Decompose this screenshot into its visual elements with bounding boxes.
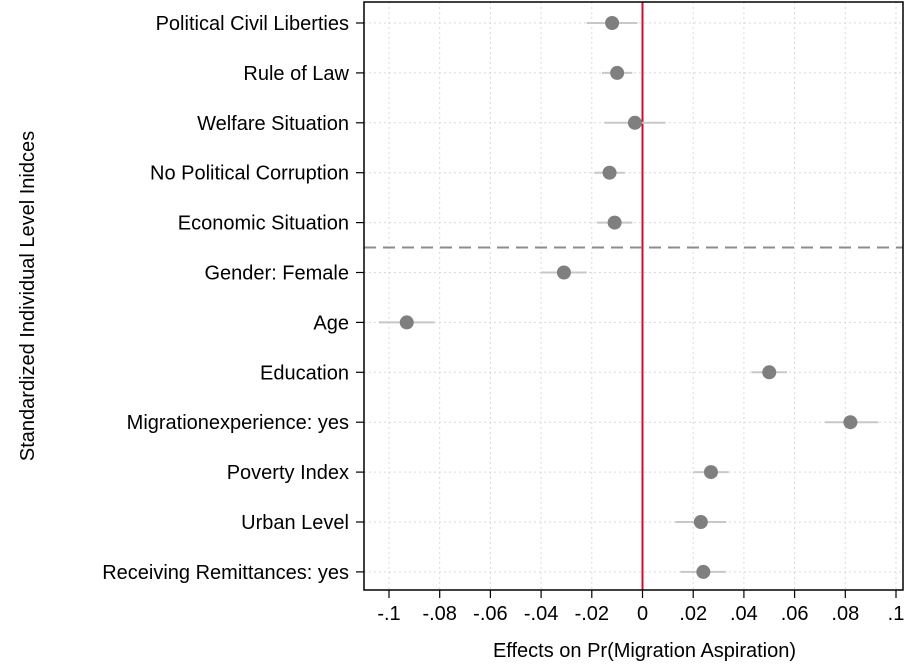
- point-estimate: [703, 465, 718, 480]
- point-estimate: [843, 415, 858, 430]
- y-tick-label: Urban Level: [241, 512, 349, 534]
- point-estimate: [602, 165, 617, 180]
- x-tick-label: -.02: [575, 603, 609, 625]
- point-estimate: [627, 115, 642, 130]
- y-tick-label: Receiving Remittances: yes: [102, 562, 349, 584]
- x-tick-label: .08: [831, 603, 859, 625]
- y-tick-label: Economic Situation: [178, 213, 349, 235]
- x-tick-label: -.1: [377, 603, 400, 625]
- axis-layer: -.1 -.08 -.06 -.04 -.02 0 .02 .04 .06 .08 .1 Politi…: [102, 13, 904, 625]
- y-tick-label: Gender: Female: [204, 263, 349, 285]
- grid-layer: [364, 2, 903, 590]
- y-tick-label: No Political Corruption: [150, 163, 349, 185]
- y-axis-title: Standardized Individual Level Inidces: [17, 131, 39, 461]
- y-tick-label: Rule of Law: [243, 63, 349, 85]
- point-estimate: [696, 564, 711, 579]
- point-estimate: [693, 515, 708, 529]
- y-tick-label: Education: [260, 362, 349, 384]
- x-tick-label: .06: [781, 603, 809, 625]
- x-tick-label: -.04: [524, 603, 558, 625]
- x-tick-label: -.06: [473, 603, 507, 625]
- y-tick-label: Welfare Situation: [197, 113, 349, 135]
- point-estimate: [605, 16, 620, 30]
- y-tick-label: Political Civil Liberties: [156, 13, 349, 35]
- point-estimate: [607, 215, 622, 230]
- x-tick-label: .1: [888, 603, 904, 625]
- x-tick-label: 0: [637, 603, 648, 625]
- x-tick-label: .04: [730, 603, 758, 625]
- y-tick-label: Migrationexperience: yes: [127, 412, 349, 434]
- x-axis-title: Effects on Pr(Migration Aspiration): [493, 640, 796, 662]
- x-tick-label: -.08: [422, 603, 456, 625]
- y-tick-label: Age: [313, 312, 349, 334]
- plot-frame: [363, 1, 904, 591]
- reference-layer: [364, 2, 903, 590]
- point-estimate: [610, 65, 625, 80]
- marks-layer: [378, 16, 879, 579]
- x-tick-label: .02: [679, 603, 707, 625]
- point-estimate: [556, 265, 571, 280]
- point-estimate: [762, 365, 777, 380]
- point-estimate: [399, 315, 414, 330]
- y-tick-label: Poverty Index: [227, 462, 349, 484]
